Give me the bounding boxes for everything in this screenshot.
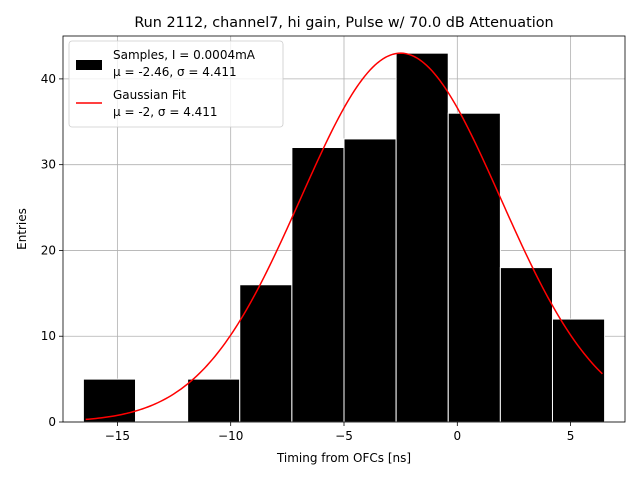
x-axis-ticks: −15 −10 −5 0 5: [105, 422, 575, 443]
y-tick-label: 30: [41, 158, 56, 172]
legend-histogram-stats: μ = -2.46, σ = 4.411: [113, 65, 237, 79]
x-tick-label: −15: [105, 429, 130, 443]
legend-histogram-label: Samples, I = 0.0004mA: [113, 48, 256, 62]
legend-box: [68, 40, 284, 128]
y-tick-label: 0: [48, 415, 56, 429]
histogram-bar: [82, 378, 137, 423]
y-axis-label: Entries: [15, 208, 29, 250]
histogram-bar: [187, 378, 241, 423]
legend-histogram-swatch: [76, 60, 102, 70]
histogram-bar: [239, 284, 293, 423]
x-tick-label: −5: [335, 429, 353, 443]
y-tick-label: 20: [41, 243, 56, 257]
chart-title: Run 2112, channel7, hi gain, Pulse w/ 70…: [134, 15, 553, 31]
y-tick-label: 10: [41, 329, 56, 343]
histogram-bar: [447, 112, 501, 423]
histogram-bar: [343, 138, 397, 423]
histogram-bar: [395, 52, 449, 423]
x-tick-label: −10: [218, 429, 243, 443]
x-tick-label: 5: [567, 429, 575, 443]
legend-fit-label: Gaussian Fit: [113, 88, 186, 102]
histogram-bar: [291, 147, 345, 423]
legend-fit-stats: μ = -2, σ = 4.411: [113, 105, 218, 119]
legend: Samples, I = 0.0004mA μ = -2.46, σ = 4.4…: [68, 40, 284, 128]
x-axis-label: Timing from OFCs [ns]: [276, 451, 411, 465]
y-axis-ticks: 0 10 20 30 40: [41, 72, 63, 429]
y-tick-label: 40: [41, 72, 56, 86]
x-tick-label: 0: [453, 429, 461, 443]
gaussian-fit-curve: [85, 52, 603, 421]
histogram-bar: [499, 267, 553, 423]
histogram-bar: [551, 318, 606, 423]
